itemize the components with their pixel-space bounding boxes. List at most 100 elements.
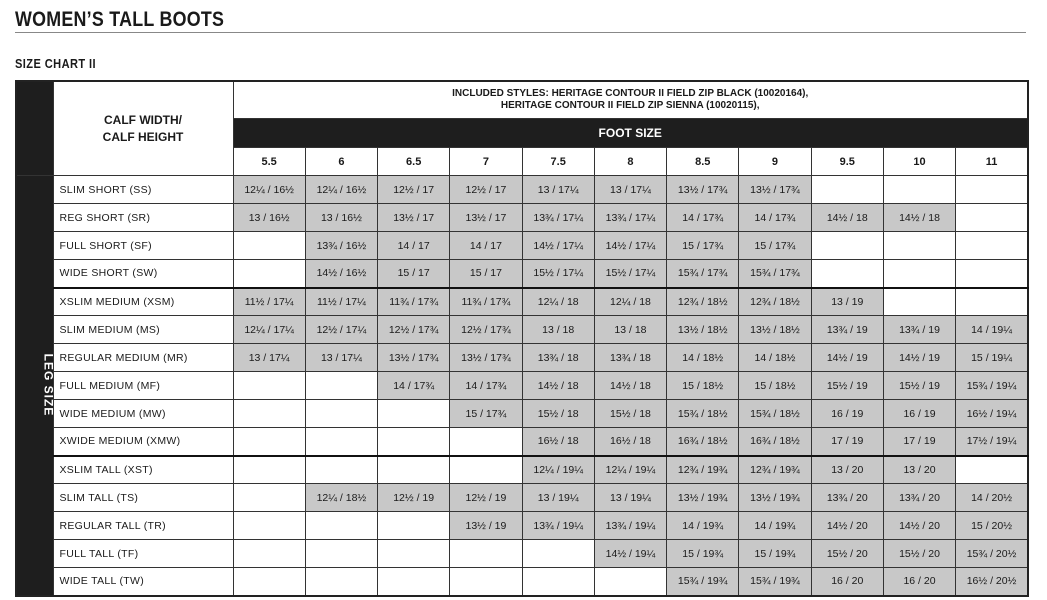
size-row: SLIM TALL (TS) 12¼ / 18½ 12½ / 19 12½ / 19 1… [16,483,1029,512]
size-cell: 11½ / 17¼ [304,286,379,316]
size-header: 11 [955,147,1029,176]
size-cell: 17½ / 19¼ [955,427,1029,456]
size-cell: 12½ / 17 [449,175,523,204]
size-cell: 13 / 17¼ [232,343,306,372]
size-row: XSLIM MEDIUM (XSM) 11½ / 17¼ 11½ / 17¼ 11¾ … [16,286,1029,316]
corner [16,81,53,176]
size-cell: 16½ / 18 [521,427,595,456]
size-header: 6.5 [377,147,451,176]
empty-cell [232,371,306,400]
size-row: FULL MEDIUM (MF) 14 / 17¾ 14 / 17¾ 14½ / 18… [16,371,1029,400]
size-row: XSLIM TALL (XST) 12¼ / 19¼ 12¼ / 19¼ 12¾ / … [16,454,1029,484]
size-header: 6 [304,147,379,176]
size-row: FULL SHORT (SF) 13¾ / 16½ 14 / 17 14 / 17 14… [16,231,1029,260]
size-cell: 15½ / 18 [521,399,595,428]
size-row: WIDE SHORT (SW) 14½ / 16½ 15 / 17 15 / 17 15… [16,259,1029,288]
foot-size-label: FOOT SIZE [232,118,1029,148]
size-cell: 15½ / 20 [882,539,957,568]
empty-cell [232,259,306,288]
size-cell: 15¾ / 17¾ [666,259,740,288]
size-cell: 14 / 17¾ [377,371,451,400]
text-line: CALF WIDTH/ [104,112,182,127]
size-row: FULL TALL (TF) 14½ / 19¼ 15 / 19¾ 15 / 19¾ 1… [16,539,1029,568]
size-cell: 16 / 20 [882,567,957,596]
empty-cell [810,175,884,204]
size-cell: 13¾ / 19 [882,315,957,344]
size-cell: 15¾ / 19¼ [955,371,1029,400]
size-cell: 11½ / 17¼ [232,286,306,316]
empty-cell [955,203,1029,232]
empty-cell [449,427,523,456]
empty-cell [882,259,957,288]
size-cell: 13½ / 18½ [738,315,812,344]
size-table: CALF WIDTH/CALF HEIGHT INCLUDED STYLES: H… [15,80,1029,597]
size-row: LEG SIZE SLIM SHORT (SS) 12¼ / 16½ 12¼ / 16… [15,175,1029,596]
size-cell: 12¼ / 17¼ [232,315,306,344]
size-cell: 15 / 18½ [738,371,812,400]
size-cell: 14½ / 18 [882,203,957,232]
size-cell: 16½ / 20½ [955,567,1029,596]
size-row: WIDE TALL (TW) 15¾ / 19¾ 15¾ / 19¾ 16 / 20 1… [16,567,1029,596]
empty-cell [955,454,1029,484]
empty-cell [232,454,306,484]
size-cell: 13 / 17¼ [304,343,379,372]
size-cell: 14 / 20½ [955,483,1029,512]
row-label: FULL SHORT (SF) [52,231,234,260]
size-cell: 13¾ / 17¼ [521,203,595,232]
empty-cell [304,427,379,456]
size-cell: 13½ / 17¾ [666,175,740,204]
size-cell: 12½ / 17¼ [304,315,379,344]
size-cell: 15 / 17¾ [738,231,812,260]
size-row: WIDE MEDIUM (MW) 15 / 17¾ 15½ / 18 15½ / 18… [16,399,1029,428]
size-cell: 14½ / 16½ [304,259,379,288]
size-cell: 14½ / 17¼ [593,231,668,260]
size-cell: 13 / 16½ [232,203,306,232]
size-cell: 15½ / 20 [810,539,884,568]
empty-cell [304,539,379,568]
size-cell: 15 / 19¾ [666,539,740,568]
empty-cell [882,231,957,260]
size-cell: 15¾ / 18½ [738,399,812,428]
size-cell: 17 / 19 [882,427,957,456]
size-cell: 13½ / 17¾ [738,175,812,204]
size-cell: 13 / 16½ [304,203,379,232]
size-cell: 14½ / 19¼ [593,539,668,568]
size-cell: 13 / 18 [593,315,668,344]
size-cell: 13 / 19 [810,286,884,316]
empty-cell [955,231,1029,260]
size-cell: 15 / 18½ [666,371,740,400]
size-cell: 13½ / 17¾ [449,343,523,372]
empty-cell [232,539,306,568]
size-cell: 13 / 18 [521,315,595,344]
size-row: REG SHORT (SR) 13 / 16½ 13 / 16½ 13½ / 17 13… [16,203,1029,232]
empty-cell [304,399,379,428]
size-cell: 15¾ / 20½ [955,539,1029,568]
empty-cell [955,175,1029,204]
size-row: SLIM MEDIUM (MS) 12¼ / 17¼ 12½ / 17¼ 12½ / … [16,315,1029,344]
row-label: FULL MEDIUM (MF) [52,371,234,400]
row-label: REGULAR MEDIUM (MR) [52,343,234,372]
styles-note: INCLUDED STYLES: HERITAGE CONTOUR II FIE… [232,80,1029,119]
row-label: FULL TALL (TF) [52,539,234,568]
size-cell: 14 / 19¾ [738,511,812,540]
size-cell: 15½ / 19 [810,371,884,400]
empty-cell [304,511,379,540]
text-line: INCLUDED STYLES: HERITAGE CONTOUR II FIE… [452,88,809,99]
calf-header: CALF WIDTH/CALF HEIGHT [52,80,234,176]
size-cell: 13 / 20 [882,454,957,484]
size-cell: 15¾ / 17¾ [738,259,812,288]
size-cell: 14 / 17¾ [666,203,740,232]
size-cell: 13 / 17¼ [593,175,668,204]
size-header: 7.5 [521,147,595,176]
size-cell: 14 / 17¾ [738,203,812,232]
size-cell: 13¾ / 18 [521,343,595,372]
size-cell: 15 / 17¾ [666,231,740,260]
empty-cell [232,231,306,260]
row-label: WIDE SHORT (SW) [52,259,234,288]
size-cell: 14½ / 20 [882,511,957,540]
empty-cell [882,286,957,316]
empty-cell [449,454,523,484]
size-cell: 12½ / 17¾ [377,315,451,344]
size-cell: 12¾ / 19¾ [666,454,740,484]
size-cell: 12¼ / 19¼ [521,454,595,484]
